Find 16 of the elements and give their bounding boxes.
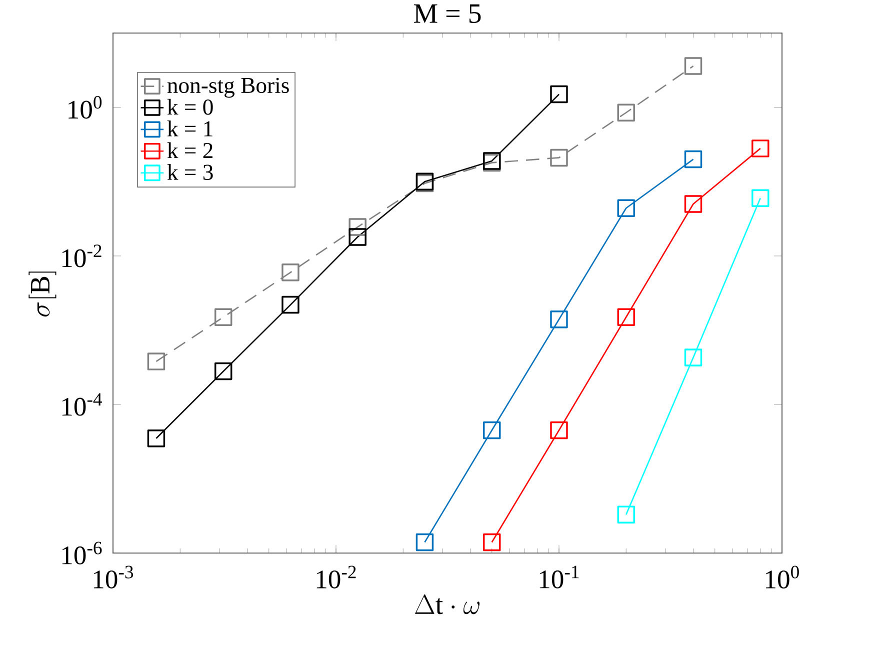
x-tick-label: 10$^{0}$	[766, 566, 799, 588]
legend-label: k = 0	[167, 98, 213, 115]
y-axis-title: $\sigma[\mathrm{B}]$	[28, 272, 56, 316]
y-tick-label: 10$^{-4}$	[62, 393, 102, 416]
chart-title: M = 5	[414, 4, 481, 24]
y-tick-label: 10$^{-2}$	[62, 244, 102, 268]
legend-label: non-stg Boris	[167, 78, 289, 98]
legend-label: k = 2	[167, 142, 212, 158]
legend-label: k = 1	[167, 120, 212, 136]
y-tick-label: 10$^{0}$	[68, 96, 102, 119]
x-tick-label: 10$^{-1}$	[540, 566, 579, 588]
y-tick-label: 10$^{-6}$	[62, 542, 102, 564]
x-tick-label: 10$^{-3}$	[94, 566, 134, 588]
x-tick-label: 10$^{-2}$	[316, 566, 356, 588]
x-axis-title: $\Delta\mathrm{t}\cdot\omega$	[415, 594, 480, 614]
legend-label: k = 3	[167, 164, 213, 180]
